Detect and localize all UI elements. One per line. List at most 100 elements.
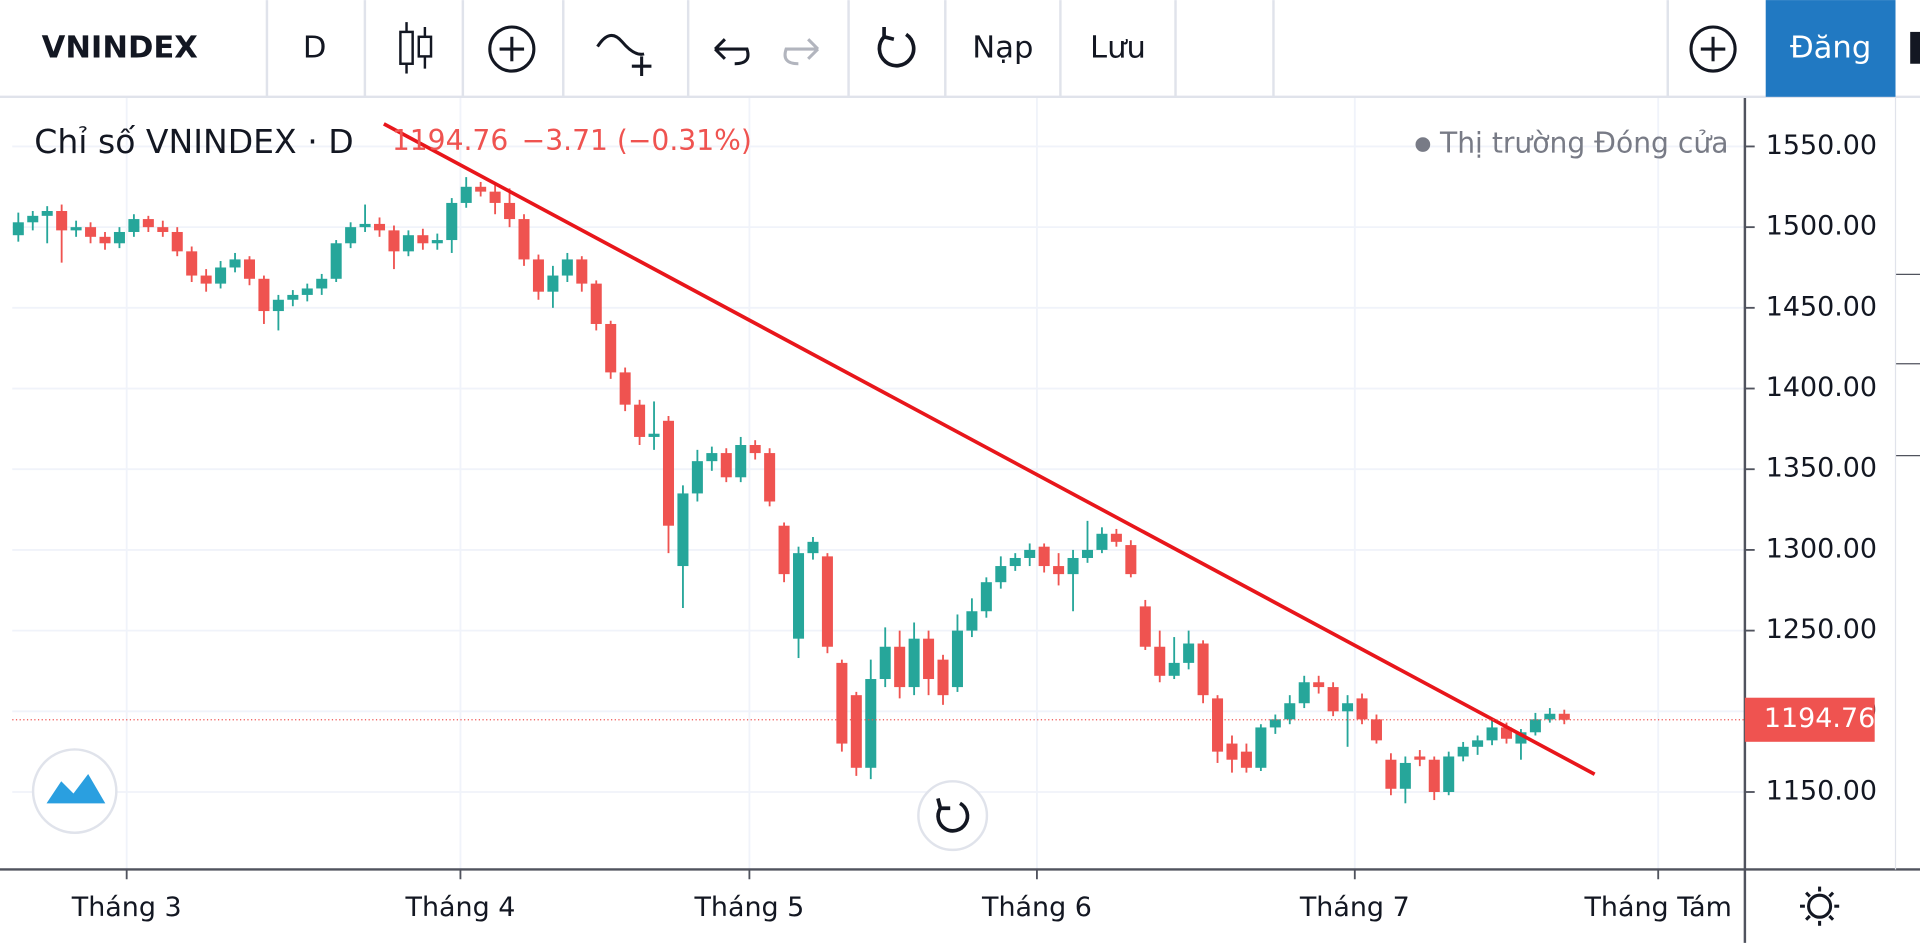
y-tick-label: 1150.00	[1766, 775, 1877, 806]
trendline	[382, 122, 1596, 776]
y-tick-label: 1400.00	[1766, 372, 1877, 403]
candle-body	[980, 582, 992, 612]
candle-body	[1125, 545, 1137, 575]
candle-body	[1356, 698, 1368, 720]
candle-body	[186, 251, 198, 276]
candle-body	[287, 294, 299, 300]
x-tick-label: Tháng 6	[981, 892, 1092, 923]
candle-body	[923, 638, 935, 680]
chart-type-icon[interactable]	[399, 22, 433, 74]
price-axis-bg	[1744, 98, 1920, 943]
candle-body	[995, 566, 1007, 583]
symbol[interactable]: VNINDEX	[42, 31, 198, 66]
candle-body	[735, 445, 747, 478]
candle-body	[1183, 643, 1195, 663]
candle-body	[489, 191, 501, 203]
candle-body	[1428, 759, 1440, 792]
candle-body	[1298, 682, 1310, 704]
candle-body	[27, 215, 39, 223]
candle-body	[301, 288, 313, 295]
candle-body	[793, 553, 805, 639]
reset-icon[interactable]	[877, 27, 916, 68]
candle-body	[1067, 557, 1079, 575]
signup-label[interactable]: Đăng	[1790, 31, 1871, 66]
candle-body	[157, 227, 169, 232]
candle-body	[1457, 746, 1469, 757]
candle-body	[1255, 727, 1267, 768]
candle-body	[590, 283, 602, 324]
candle-body	[648, 433, 660, 437]
candle-body	[908, 638, 920, 688]
candle-body	[634, 404, 646, 437]
candle-body	[345, 227, 357, 244]
x-tick-label: Tháng 3	[71, 892, 182, 923]
candle-body	[1139, 606, 1151, 647]
x-tick-label: Tháng 7	[1299, 892, 1410, 923]
compare-icon[interactable]	[596, 33, 652, 76]
toolbar-bg	[0, 0, 1920, 97]
logo-button[interactable]	[31, 748, 118, 834]
candle-body	[1529, 719, 1541, 733]
candle-body	[388, 230, 400, 252]
candle-body	[1370, 719, 1382, 741]
candle-body	[879, 646, 891, 680]
candle-body	[56, 211, 68, 231]
time-axis-bg	[0, 869, 1745, 943]
candle-body	[417, 235, 429, 244]
y-tick-label: 1550.00	[1766, 130, 1877, 161]
candle-body	[1110, 533, 1122, 542]
candle-body	[330, 243, 342, 279]
candle-body	[691, 461, 703, 494]
chart-title: Chỉ số VNINDEX · D	[34, 122, 353, 161]
candle-body	[1515, 732, 1527, 744]
candle-body	[1500, 727, 1513, 739]
candle-body	[951, 630, 963, 688]
candle-body	[1342, 703, 1354, 712]
candle-body	[1443, 756, 1455, 792]
candle-body	[1212, 698, 1224, 752]
candle-body	[128, 219, 140, 232]
reset-view-button[interactable]	[917, 780, 989, 852]
settings-icon[interactable]	[1800, 886, 1840, 926]
candle-body	[836, 662, 848, 744]
interval-button[interactable]: D	[303, 31, 327, 66]
save-button[interactable]: Lưu	[1090, 31, 1146, 66]
candle-body	[532, 259, 544, 292]
load-button[interactable]: Nạp	[972, 31, 1033, 66]
candle-body	[316, 278, 328, 289]
candle-body	[1154, 646, 1166, 676]
candle-body	[1544, 713, 1556, 720]
add-icon[interactable]	[1689, 25, 1737, 73]
x-tick-label: Tháng 5	[693, 892, 804, 923]
candle-body	[504, 202, 516, 220]
candle-body	[1414, 756, 1426, 760]
candle-body	[1399, 762, 1411, 789]
status-dot	[1415, 137, 1431, 152]
edge-icon	[1910, 31, 1920, 64]
candle-body	[41, 211, 53, 216]
candle-body	[85, 227, 97, 237]
candle-body	[12, 222, 24, 236]
candle-body	[865, 679, 877, 768]
candle-body	[1024, 549, 1036, 558]
candle-body	[1226, 743, 1238, 760]
header-change: −3.71 (−0.31%)	[522, 124, 752, 157]
candle-body	[229, 259, 241, 268]
redo-icon[interactable]	[783, 38, 820, 66]
candle-body	[431, 240, 443, 244]
x-tick-label: Tháng Tám	[1583, 892, 1731, 923]
undo-icon[interactable]	[714, 38, 750, 66]
last-price-tag	[1744, 697, 1875, 742]
candle-body	[749, 445, 761, 454]
y-tick-label: 1300.00	[1766, 533, 1877, 564]
reset-view-icon	[936, 797, 970, 833]
signup-button[interactable]	[1765, 0, 1896, 97]
market-status: Thị trường Đóng cửa	[1439, 127, 1728, 160]
indicator-icon[interactable]	[488, 25, 536, 73]
candle-body	[1558, 713, 1570, 720]
y-tick-label: 1250.00	[1766, 614, 1877, 645]
candle-body	[605, 323, 617, 373]
candle-body	[272, 299, 284, 312]
candle-body	[1038, 546, 1050, 567]
